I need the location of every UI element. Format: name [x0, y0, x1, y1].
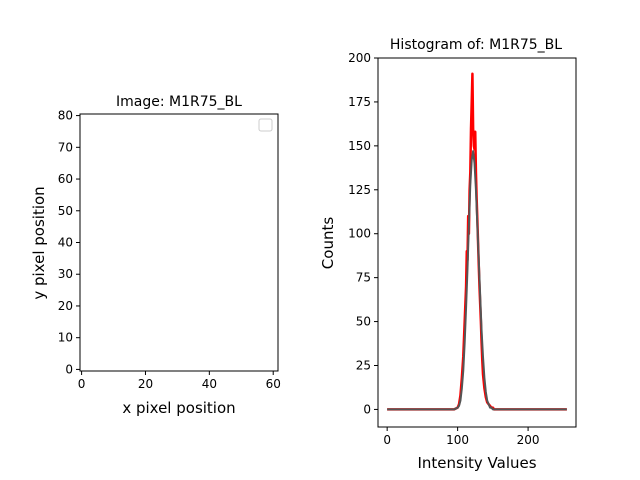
histogram-y-tick-label: 200 — [348, 51, 371, 65]
image-x-axis-label: x pixel position — [122, 399, 235, 417]
image-x-tick-label: 20 — [138, 377, 153, 391]
histogram-panel: Histogram of: M1R75_BL 0 100 200 0 25 50 75 10… — [319, 37, 577, 472]
image-x-ticks: 0 20 40 60 — [78, 371, 281, 391]
histogram-y-tick-label: 75 — [356, 271, 371, 285]
image-x-tick-label: 0 — [78, 377, 86, 391]
histogram-y-tick-label: 100 — [348, 227, 371, 241]
image-y-tick-label: 10 — [58, 331, 73, 345]
histogram-y-tick-label: 150 — [348, 139, 371, 153]
image-y-tick-label: 80 — [58, 109, 73, 123]
histogram-y-axis-label: Counts — [319, 217, 337, 270]
histogram-y-tick-label: 175 — [348, 95, 371, 109]
histogram-x-tick-label: 0 — [383, 433, 391, 447]
histogram-y-tick-label: 50 — [356, 315, 371, 329]
image-y-ticks: 0 10 20 30 40 50 60 70 80 — [58, 109, 80, 376]
image-y-axis-label: y pixel position — [30, 186, 48, 299]
histogram-y-tick-label: 125 — [348, 183, 371, 197]
histogram-x-tick-label: 200 — [517, 433, 540, 447]
image-y-tick-label: 60 — [58, 172, 73, 186]
histogram-series-gray-line — [387, 150, 567, 411]
image-y-tick-label: 70 — [58, 140, 73, 154]
histogram-y-tick-label: 0 — [363, 402, 371, 416]
image-y-tick-label: 50 — [58, 204, 73, 218]
histogram-x-tick-label: 100 — [446, 433, 469, 447]
image-x-tick-label: 60 — [266, 377, 281, 391]
image-legend-box — [258, 118, 273, 132]
image-y-tick-label: 30 — [58, 267, 73, 281]
histogram-axes-frame — [377, 57, 577, 428]
histogram-y-tick-label: 25 — [356, 359, 371, 373]
histogram-x-ticks: 0 100 200 — [383, 427, 540, 447]
histogram-title: Histogram of: M1R75_BL — [390, 37, 562, 53]
image-y-tick-label: 40 — [58, 236, 73, 250]
histogram-lines — [387, 72, 567, 411]
histogram-y-ticks: 0 25 50 75 100 125 150 175 200 — [348, 51, 378, 416]
image-panel: Image: M1R75_BL 0 20 40 60 0 10 20 30 40 50 60 70 8… — [30, 94, 281, 417]
image-y-tick-label: 0 — [65, 362, 73, 376]
image-title: Image: M1R75_BL — [116, 94, 242, 110]
image-x-tick-label: 40 — [202, 377, 217, 391]
histogram-x-axis-label: Intensity Values — [417, 454, 536, 472]
image-y-tick-label: 20 — [58, 299, 73, 313]
